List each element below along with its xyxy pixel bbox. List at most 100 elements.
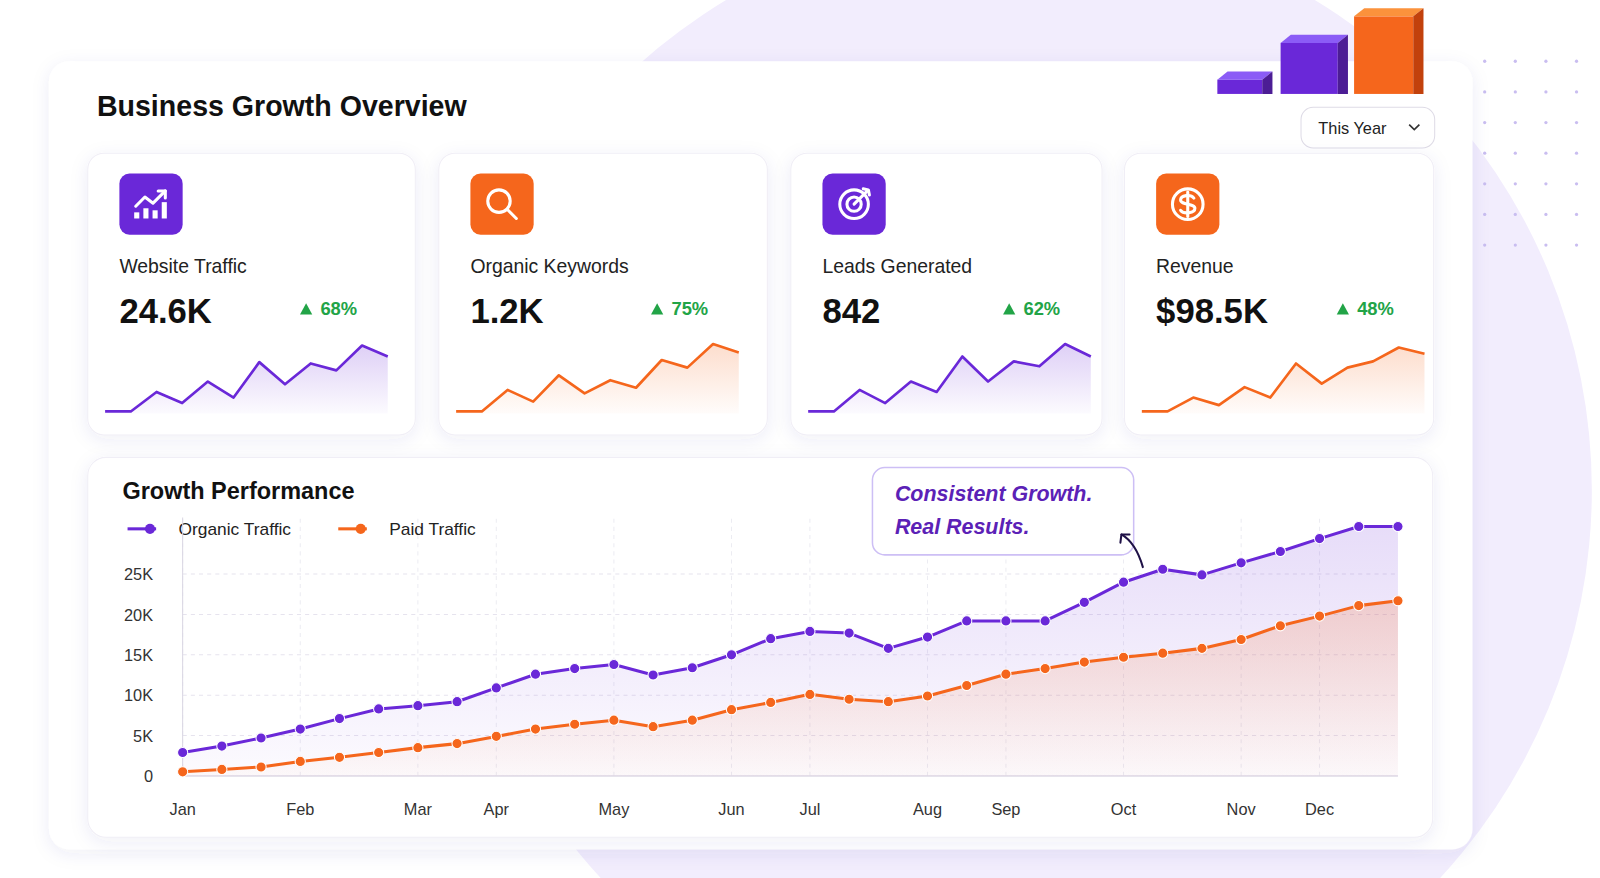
card-box bbox=[791, 153, 1102, 435]
period-dropdown[interactable]: This Year bbox=[1301, 107, 1435, 148]
icon-glyph bbox=[162, 202, 167, 218]
series-marker bbox=[1158, 648, 1168, 658]
legend-text: Paid Traffic bbox=[389, 519, 476, 539]
x-tick-label: Sep bbox=[991, 800, 1020, 818]
icon-glyph bbox=[863, 189, 869, 195]
sparkline bbox=[808, 344, 1091, 413]
main-panel bbox=[49, 61, 1472, 849]
bg-dot bbox=[1544, 243, 1547, 246]
series-marker bbox=[1314, 611, 1324, 621]
series-marker bbox=[413, 743, 423, 753]
series-marker bbox=[1354, 521, 1364, 531]
series-marker bbox=[217, 764, 227, 774]
annotation-arrow bbox=[1121, 534, 1142, 567]
card-box bbox=[1124, 153, 1433, 435]
annotation-line: Consistent Growth. bbox=[895, 482, 1093, 506]
x-tick-label: Oct bbox=[1111, 800, 1137, 818]
sparkline-area bbox=[1142, 348, 1425, 414]
deco-bar bbox=[1354, 16, 1413, 94]
icon-glyph bbox=[134, 212, 139, 218]
change-arrow bbox=[1337, 303, 1349, 314]
card-icon bbox=[470, 174, 533, 235]
sparkline-line bbox=[808, 344, 1091, 411]
series-marker bbox=[1001, 616, 1011, 626]
bg-dot bbox=[1544, 90, 1547, 93]
series-marker bbox=[1393, 521, 1403, 531]
series-marker bbox=[178, 767, 188, 777]
series-line bbox=[183, 601, 1398, 772]
bg-dot bbox=[1575, 90, 1578, 93]
sparkline bbox=[1142, 348, 1425, 414]
deco-bar-top bbox=[1281, 35, 1348, 43]
series-marker bbox=[1079, 597, 1089, 607]
x-tick-label: Jul bbox=[799, 800, 820, 818]
x-tick-label: Nov bbox=[1227, 800, 1257, 818]
deco-bar-top bbox=[1354, 8, 1423, 16]
series-line bbox=[183, 526, 1398, 752]
series-marker bbox=[962, 616, 972, 626]
series-marker bbox=[334, 752, 344, 762]
deco-bar-side bbox=[1413, 8, 1423, 94]
sparkline-line bbox=[1142, 348, 1425, 412]
card-value: $98.5K bbox=[1156, 292, 1268, 330]
bg-dot bbox=[1544, 182, 1547, 185]
series-marker bbox=[256, 733, 266, 743]
dropdown-box[interactable] bbox=[1301, 107, 1435, 148]
series-marker bbox=[766, 697, 776, 707]
series-marker bbox=[687, 663, 697, 673]
series-marker bbox=[491, 731, 501, 741]
icon-glyph bbox=[854, 191, 867, 204]
annotation-text: Consistent Growth. Real Results. bbox=[895, 482, 1093, 539]
y-tick-label: 0 bbox=[144, 767, 153, 785]
kpi-card: Revenue$98.5K48% bbox=[1124, 153, 1433, 435]
icon-glyph bbox=[153, 210, 158, 218]
series-marker bbox=[491, 683, 501, 693]
series-marker bbox=[726, 650, 736, 660]
series-marker bbox=[1275, 621, 1285, 631]
card-value: 1.2K bbox=[470, 292, 543, 330]
x-tick-label: Jan bbox=[169, 800, 195, 818]
series-marker bbox=[648, 722, 658, 732]
series-marker bbox=[766, 634, 776, 644]
x-tick-label: May bbox=[598, 800, 630, 818]
series-marker bbox=[648, 670, 658, 680]
card-change: 68% bbox=[320, 298, 357, 319]
deco-bar bbox=[1217, 80, 1262, 94]
series-marker bbox=[452, 739, 462, 749]
bg-dot bbox=[1514, 121, 1517, 124]
kpi-card: Website Traffic24.6K68% bbox=[88, 153, 416, 435]
series-marker bbox=[609, 715, 619, 725]
series-marker bbox=[805, 626, 815, 636]
dropdown-text[interactable]: This Year bbox=[1318, 119, 1387, 137]
bg-dot bbox=[1575, 182, 1578, 185]
x-tick-label: Mar bbox=[404, 800, 433, 818]
deco-bar-side bbox=[1262, 71, 1272, 93]
kpi-card: Leads Generated84262% bbox=[791, 153, 1102, 435]
x-tick-label: Feb bbox=[286, 800, 314, 818]
card-label: Revenue bbox=[1156, 255, 1234, 277]
series-marker bbox=[1314, 533, 1324, 543]
series-marker bbox=[922, 632, 932, 642]
series-marker bbox=[609, 659, 619, 669]
series-marker bbox=[295, 756, 305, 766]
legend-marker bbox=[356, 524, 366, 534]
card-icon bbox=[1156, 174, 1219, 235]
series-marker bbox=[922, 691, 932, 701]
bg-dot bbox=[1544, 213, 1547, 216]
card-box bbox=[88, 153, 416, 435]
series-marker bbox=[334, 713, 344, 723]
card-value: 24.6K bbox=[119, 292, 212, 330]
annotation-line: Real Results. bbox=[895, 515, 1030, 539]
bg-dot bbox=[1514, 152, 1517, 155]
bg-dot bbox=[1544, 152, 1547, 155]
series-marker bbox=[1236, 558, 1246, 568]
series-marker bbox=[570, 719, 580, 729]
chart-title: Growth Performance bbox=[122, 478, 354, 504]
series-marker bbox=[1393, 596, 1403, 606]
deco-bar bbox=[1281, 43, 1338, 94]
card-label: Leads Generated bbox=[822, 255, 972, 277]
annotation: Consistent Growth. Real Results. bbox=[872, 468, 1142, 568]
series-marker bbox=[883, 643, 893, 653]
series-marker bbox=[295, 724, 305, 734]
series-marker bbox=[178, 747, 188, 757]
